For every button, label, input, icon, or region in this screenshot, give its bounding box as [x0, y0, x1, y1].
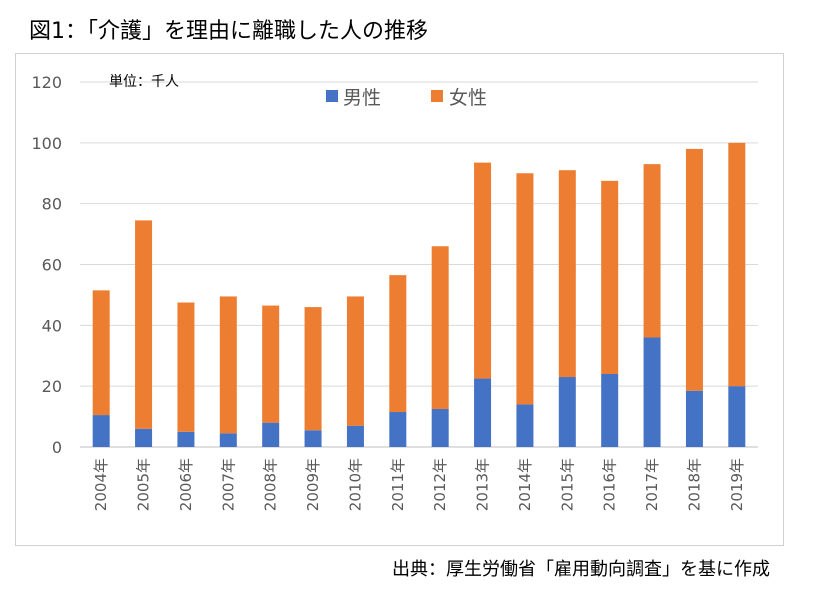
- x-tick-label: 2018年: [685, 458, 703, 511]
- y-tick-label: 40: [42, 316, 62, 335]
- x-tick-label: 2019年: [728, 458, 746, 511]
- bar-segment-male: [516, 404, 534, 447]
- bar-segment-male: [262, 422, 280, 447]
- x-tick-label: 2010年: [346, 458, 364, 511]
- x-tick-label: 2017年: [643, 458, 661, 511]
- bar-segment-female: [389, 275, 407, 413]
- bar-segment-female: [304, 307, 322, 431]
- x-tick-label: 2014年: [516, 458, 534, 511]
- x-tick-label: 2007年: [219, 458, 237, 511]
- legend-label-female: 女性: [449, 87, 487, 109]
- bar-segment-male: [389, 412, 407, 447]
- bar-segment-female: [728, 142, 746, 387]
- legend-swatch-female: [431, 90, 443, 102]
- bar-segment-female: [431, 246, 449, 409]
- bar-segment-male: [601, 374, 619, 447]
- bar-segment-female: [685, 148, 703, 391]
- bar-segment-male: [728, 386, 746, 447]
- figure-title: 図1：「介護」を理由に離職した人の推移: [29, 19, 428, 44]
- bar-segment-female: [177, 302, 195, 432]
- x-tick-label: 2016年: [601, 458, 619, 511]
- bar-segment-female: [346, 296, 364, 426]
- x-axis-ticks: 2004年 2005年 2006年 2007年 2008年 2009年 2010年 2011年…: [92, 458, 746, 511]
- bar-segment-male: [346, 425, 364, 447]
- x-tick-label: 2015年: [558, 458, 576, 511]
- x-tick-label: 2012年: [431, 458, 449, 511]
- bar-segment-male: [643, 337, 661, 447]
- bar-segment-female: [135, 220, 153, 429]
- bar-segment-male: [177, 431, 195, 447]
- x-tick-label: 2013年: [474, 458, 492, 511]
- unit-label: 単位：千人: [109, 74, 179, 90]
- legend: 男性 女性: [326, 87, 487, 109]
- bars: [92, 142, 746, 447]
- bar-segment-female: [262, 305, 280, 423]
- x-tick-label: 2009年: [304, 458, 322, 511]
- bar-segment-male: [558, 377, 576, 447]
- y-tick-label: 20: [42, 377, 62, 396]
- bar-segment-male: [92, 415, 110, 447]
- bar-segment-male: [219, 433, 237, 447]
- bar-segment-male: [304, 430, 322, 447]
- y-tick-label: 100: [31, 134, 62, 153]
- bar-segment-female: [601, 180, 619, 374]
- x-tick-label: 2005年: [135, 458, 153, 511]
- x-tick-label: 2004年: [92, 458, 110, 511]
- bar-segment-female: [474, 162, 492, 379]
- bar-segment-male: [685, 390, 703, 447]
- bar-segment-female: [219, 296, 237, 434]
- x-tick-label: 2008年: [262, 458, 280, 511]
- bar-segment-male: [431, 408, 449, 447]
- bar-segment-female: [92, 290, 110, 416]
- bar-segment-female: [558, 170, 576, 378]
- bar-segment-male: [474, 378, 492, 447]
- y-tick-label: 60: [42, 256, 62, 275]
- bar-segment-female: [516, 173, 534, 405]
- y-tick-label: 80: [42, 195, 62, 214]
- x-tick-label: 2011年: [389, 458, 407, 511]
- legend-swatch-male: [326, 90, 338, 102]
- legend-label-male: 男性: [343, 87, 381, 109]
- bar-segment-female: [643, 164, 661, 338]
- y-axis-ticks: 0 20 40 60 80 100 120: [31, 73, 62, 457]
- y-tick-label: 0: [52, 438, 62, 457]
- y-tick-label: 120: [31, 73, 62, 92]
- bar-segment-male: [135, 428, 153, 447]
- chart-frame: [15, 53, 784, 546]
- source-note: 出典：厚生労働省「雇用動向調査」を基に作成: [392, 559, 770, 580]
- x-tick-label: 2006年: [177, 458, 195, 511]
